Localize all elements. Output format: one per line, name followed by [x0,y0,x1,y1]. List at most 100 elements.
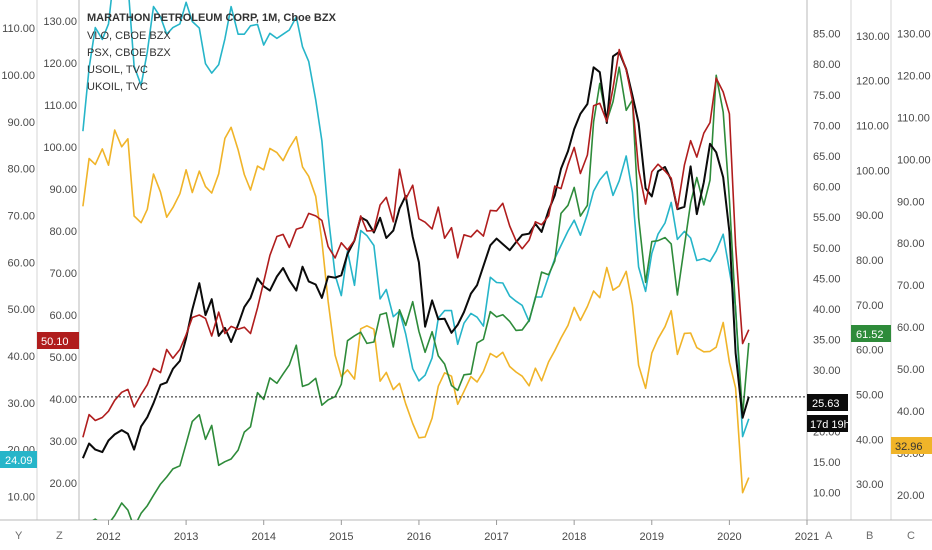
badge-vlo-label: 61.52 [856,329,884,341]
legend: MARATHON PETROLEUM CORP, 1M, Cboe BZX VL… [87,12,337,93]
x-tick-label-5: 2017 [484,531,508,543]
tick-label-y-2: 30.00 [7,398,35,410]
tick-label-a-1: 15.00 [813,457,841,469]
tick-label-b-8: 110.00 [856,121,889,133]
tick-label-z-8: 100.00 [43,142,77,154]
tick-label-b-0: 30.00 [856,479,884,491]
x-tick-label-9: 2021 [795,531,819,543]
x-tick-label-8: 2020 [717,531,741,543]
tick-label-z-9: 110.00 [44,100,77,112]
legend-item-psx[interactable]: PSX, CBOE BZX [87,47,171,59]
tick-label-c-10: 120.00 [897,70,931,82]
tick-label-c-3: 50.00 [897,364,925,376]
tick-label-b-10: 130.00 [856,31,890,43]
x-tick-label-3: 2015 [329,531,353,543]
badge-psx-label: 50.10 [41,336,69,348]
axis-label-z[interactable]: Z [56,530,63,542]
tick-label-b-4: 70.00 [856,300,884,312]
badge-countdown-bg [807,415,848,432]
tick-label-z-4: 60.00 [49,310,77,322]
tick-label-a-10: 60.00 [813,182,841,194]
tick-label-z-10: 120.00 [43,58,77,70]
tick-label-b-3: 60.00 [856,345,884,357]
tick-label-y-0: 10.00 [7,492,35,504]
tick-label-a-11: 65.00 [813,151,841,163]
legend-item-usoil[interactable]: USOIL, TVC [87,64,148,76]
tick-label-b-2: 50.00 [856,389,884,401]
tick-label-y-7: 80.00 [7,164,35,176]
badge-ukoil-bg [891,437,932,454]
tick-label-a-6: 40.00 [813,304,841,316]
series-line-vlo [92,66,750,520]
badge-mpc: 25.63 [807,394,848,411]
tick-label-y-10: 110.00 [2,23,35,35]
tick-label-y-6: 70.00 [7,210,35,222]
tick-label-y-3: 40.00 [7,351,35,363]
badge-usoil-label: 24.09 [5,455,33,467]
x-tick-label-1: 2013 [174,531,198,543]
tick-label-a-13: 75.00 [813,90,841,102]
axis-label-b[interactable]: B [866,530,873,542]
legend-item-vlo[interactable]: VLO, CBOE BZX [87,30,171,42]
legend-item-ukoil[interactable]: UKOIL, TVC [87,81,148,93]
tick-label-b-9: 120.00 [856,76,890,88]
badge-countdown-label: 17d 19h [810,419,850,431]
legend-title: MARATHON PETROLEUM CORP, 1M, Cboe BZX [87,12,337,24]
tick-label-c-11: 130.00 [897,29,931,41]
tick-label-z-5: 70.00 [49,268,77,280]
tick-label-z-1: 30.00 [49,436,77,448]
tick-label-b-5: 80.00 [856,255,884,267]
badge-mpc-bg [807,394,848,411]
badge-countdown: 17d 19h [807,415,850,432]
x-tick-label-7: 2019 [640,531,664,543]
series-line-mpc [81,51,750,459]
axis-label-c[interactable]: C [907,530,915,542]
tick-label-a-0: 10.00 [813,487,841,499]
tick-label-c-7: 90.00 [897,196,925,208]
x-tick-label-6: 2018 [562,531,586,543]
tick-label-b-6: 90.00 [856,210,884,222]
plot-area [79,0,807,520]
series-line-usoil [82,126,750,494]
axis-label-a[interactable]: A [825,530,833,542]
tick-label-z-3: 50.00 [49,352,77,364]
tick-label-y-5: 60.00 [7,257,35,269]
tick-label-a-7: 45.00 [813,273,841,285]
tick-label-z-6: 80.00 [49,226,77,238]
x-tick-label-0: 2012 [96,531,120,543]
series-line-ukoil [82,0,750,438]
x-tick-label-2: 2014 [251,531,275,543]
tick-label-a-4: 30.00 [813,365,841,377]
tick-label-z-11: 130.00 [43,16,77,28]
tick-label-c-5: 70.00 [897,280,925,292]
badge-ukoil-label: 32.96 [895,441,923,453]
badge-vlo: 61.52 [851,325,891,342]
tick-label-a-9: 55.00 [813,212,841,224]
tick-label-c-9: 110.00 [897,112,930,124]
tick-label-b-1: 40.00 [856,434,884,446]
series-line-psx [82,48,750,438]
badge-psx-bg [37,332,79,349]
tick-label-y-4: 50.00 [7,304,35,316]
tick-label-c-0: 20.00 [897,490,925,502]
tick-label-a-14: 80.00 [813,59,841,71]
badge-psx: 50.10 [37,332,79,349]
tick-label-c-6: 80.00 [897,238,925,250]
tick-label-z-2: 40.00 [49,394,77,406]
badge-ukoil: 32.96 [891,437,932,454]
tick-label-y-9: 100.00 [1,70,35,82]
badge-mpc-label: 25.63 [812,398,840,410]
tick-label-z-0: 20.00 [49,478,77,490]
tick-label-a-8: 50.00 [813,243,841,255]
axis-label-y[interactable]: Y [15,530,23,542]
tick-label-c-4: 60.00 [897,322,925,334]
badge-vlo-bg [851,325,891,342]
tick-label-a-15: 85.00 [813,29,841,41]
tick-label-y-8: 90.00 [7,117,35,129]
tick-label-b-7: 100.00 [856,165,890,177]
tick-label-z-7: 90.00 [49,184,77,196]
tick-label-c-8: 100.00 [897,154,931,166]
tick-label-c-2: 40.00 [897,406,925,418]
tick-label-a-12: 70.00 [813,120,841,132]
